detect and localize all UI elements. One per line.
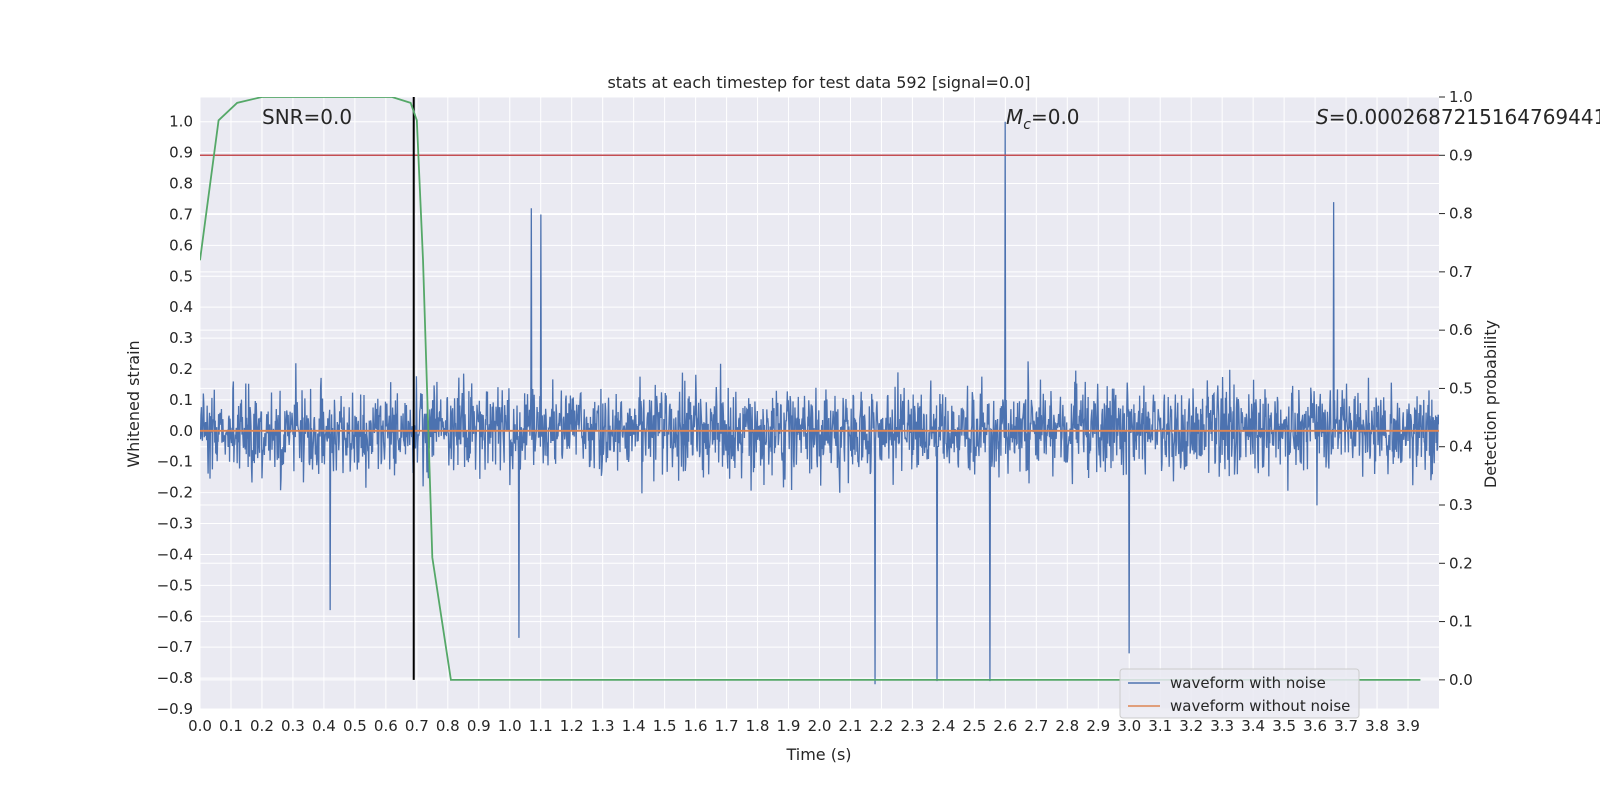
y-right-tick-label: 0.0 (1449, 671, 1473, 689)
chirp-mass-value: =0.0 (1031, 105, 1080, 129)
y-tick-label: 0.2 (169, 360, 193, 378)
x-tick-label: 0.1 (219, 717, 243, 735)
y-right-tick-label: 0.6 (1449, 321, 1473, 339)
x-tick-label: 3.3 (1210, 717, 1234, 735)
x-tick-label: 2.3 (900, 717, 924, 735)
x-tick-label: 3.6 (1303, 717, 1327, 735)
chirp-mass-subscript: c (1023, 117, 1031, 133)
x-tick-label: 0.5 (343, 717, 367, 735)
x-tick-label: 2.4 (931, 717, 955, 735)
x-tick-label: 0.9 (467, 717, 491, 735)
x-tick-label: 3.0 (1117, 717, 1141, 735)
y-tick-label: 1.0 (169, 113, 193, 131)
y-axis-right-label: Detection probability (1481, 320, 1500, 488)
y-tick-label: 0.8 (169, 175, 193, 193)
y-right-tick-label: 0.7 (1449, 263, 1473, 281)
legend: waveform with noise waveform without noi… (1119, 668, 1360, 719)
chart-title: stats at each timestep for test data 592… (607, 73, 1030, 92)
y-right-tick-label: 0.5 (1449, 379, 1473, 397)
y-right-tick-label: 1.0 (1449, 88, 1473, 106)
y-tick-label: 0.3 (169, 329, 193, 347)
legend-label-clean: waveform without noise (1170, 697, 1350, 715)
y-right-tick-label: 0.9 (1449, 146, 1473, 164)
x-tick-label: 3.2 (1179, 717, 1203, 735)
x-tick-label: 1.0 (498, 717, 522, 735)
x-tick-label: 3.8 (1365, 717, 1389, 735)
y-tick-label: 0.4 (169, 298, 193, 316)
series-waveform-with-noise (200, 121, 1439, 685)
x-tick-label: 2.6 (993, 717, 1017, 735)
y-axis-label: Whitened strain (124, 340, 143, 467)
x-tick-label: 2.7 (1024, 717, 1048, 735)
y-right-tick-label: 0.1 (1449, 613, 1473, 631)
x-tick-label: 1.8 (746, 717, 770, 735)
x-tick-label: 0.4 (312, 717, 336, 735)
y-right-tick-label: 0.3 (1449, 496, 1473, 514)
x-tick-label: 1.3 (591, 717, 615, 735)
x-tick-label: 2.8 (1055, 717, 1079, 735)
x-tick-label: 1.6 (684, 717, 708, 735)
x-tick-label: 1.2 (560, 717, 584, 735)
chirp-mass-symbol: M (1006, 105, 1023, 129)
x-axis-label: Time (s) (785, 745, 851, 764)
x-tick-label: 0.3 (281, 717, 305, 735)
x-tick-label: 3.4 (1241, 717, 1265, 735)
x-tick-label: 1.7 (715, 717, 739, 735)
x-tick-label: 0.0 (188, 717, 212, 735)
y-tick-label: −0.4 (157, 545, 193, 563)
y-tick-label: −0.9 (157, 700, 193, 718)
y-tick-label: −0.1 (157, 453, 193, 471)
x-tick-label: 0.8 (436, 717, 460, 735)
x-tick-label: 1.5 (653, 717, 677, 735)
series-detection-probability (200, 97, 1421, 681)
x-tick-label: 3.1 (1148, 717, 1172, 735)
y-tick-label: 0.7 (169, 205, 193, 223)
y-tick-label: −0.5 (157, 576, 193, 594)
plot-content (200, 97, 1439, 685)
x-tick-label: 3.7 (1334, 717, 1358, 735)
y-right-tick-label: 0.2 (1449, 554, 1473, 572)
y-tick-label: 0.0 (169, 422, 193, 440)
legend-label-noisy: waveform with noise (1170, 674, 1326, 692)
x-tick-label: 1.1 (529, 717, 553, 735)
y-tick-label: −0.3 (157, 515, 193, 533)
x-tick-label: 2.1 (839, 717, 863, 735)
legend-box (1119, 668, 1360, 719)
y-tick-label: −0.6 (157, 607, 193, 625)
x-tick-label: 2.9 (1086, 717, 1110, 735)
score-symbol: S (1316, 105, 1329, 129)
y-tick-label: 0.5 (169, 267, 193, 285)
x-tick-label: 1.4 (622, 717, 646, 735)
y-tick-label: −0.8 (157, 669, 193, 687)
y-tick-label: 0.9 (169, 144, 193, 162)
x-tick-label: 1.9 (777, 717, 801, 735)
x-tick-label: 0.7 (405, 717, 429, 735)
x-tick-label: 2.2 (870, 717, 894, 735)
y-right-tick-label: 0.8 (1449, 205, 1473, 223)
snr-annotation: SNR=0.0 (262, 105, 352, 129)
y-tick-label: 0.6 (169, 236, 193, 254)
x-tick-label: 3.5 (1272, 717, 1296, 735)
y-tick-label: 0.1 (169, 391, 193, 409)
x-tick-label: 2.0 (808, 717, 832, 735)
x-tick-label: 2.5 (962, 717, 986, 735)
x-tick-label: 0.6 (374, 717, 398, 735)
x-tick-label: 3.9 (1396, 717, 1420, 735)
score-annotation: S=0.0002687215164769441 (1316, 105, 1600, 129)
y-tick-label: −0.2 (157, 484, 193, 502)
y-tick-label: −0.7 (157, 638, 193, 656)
x-tick-label: 0.2 (250, 717, 274, 735)
score-value: =0.0002687215164769441 (1329, 105, 1600, 129)
y-right-tick-label: 0.4 (1449, 438, 1473, 456)
tick-labels: 0.0 0.1 0.2 0.3 0.4 0.5 0.6 0.7 0.8 0.9 1.0 1.1 1.2 1… (157, 88, 1473, 735)
chirp-mass-annotation: Mc=0.0 (1006, 105, 1080, 133)
